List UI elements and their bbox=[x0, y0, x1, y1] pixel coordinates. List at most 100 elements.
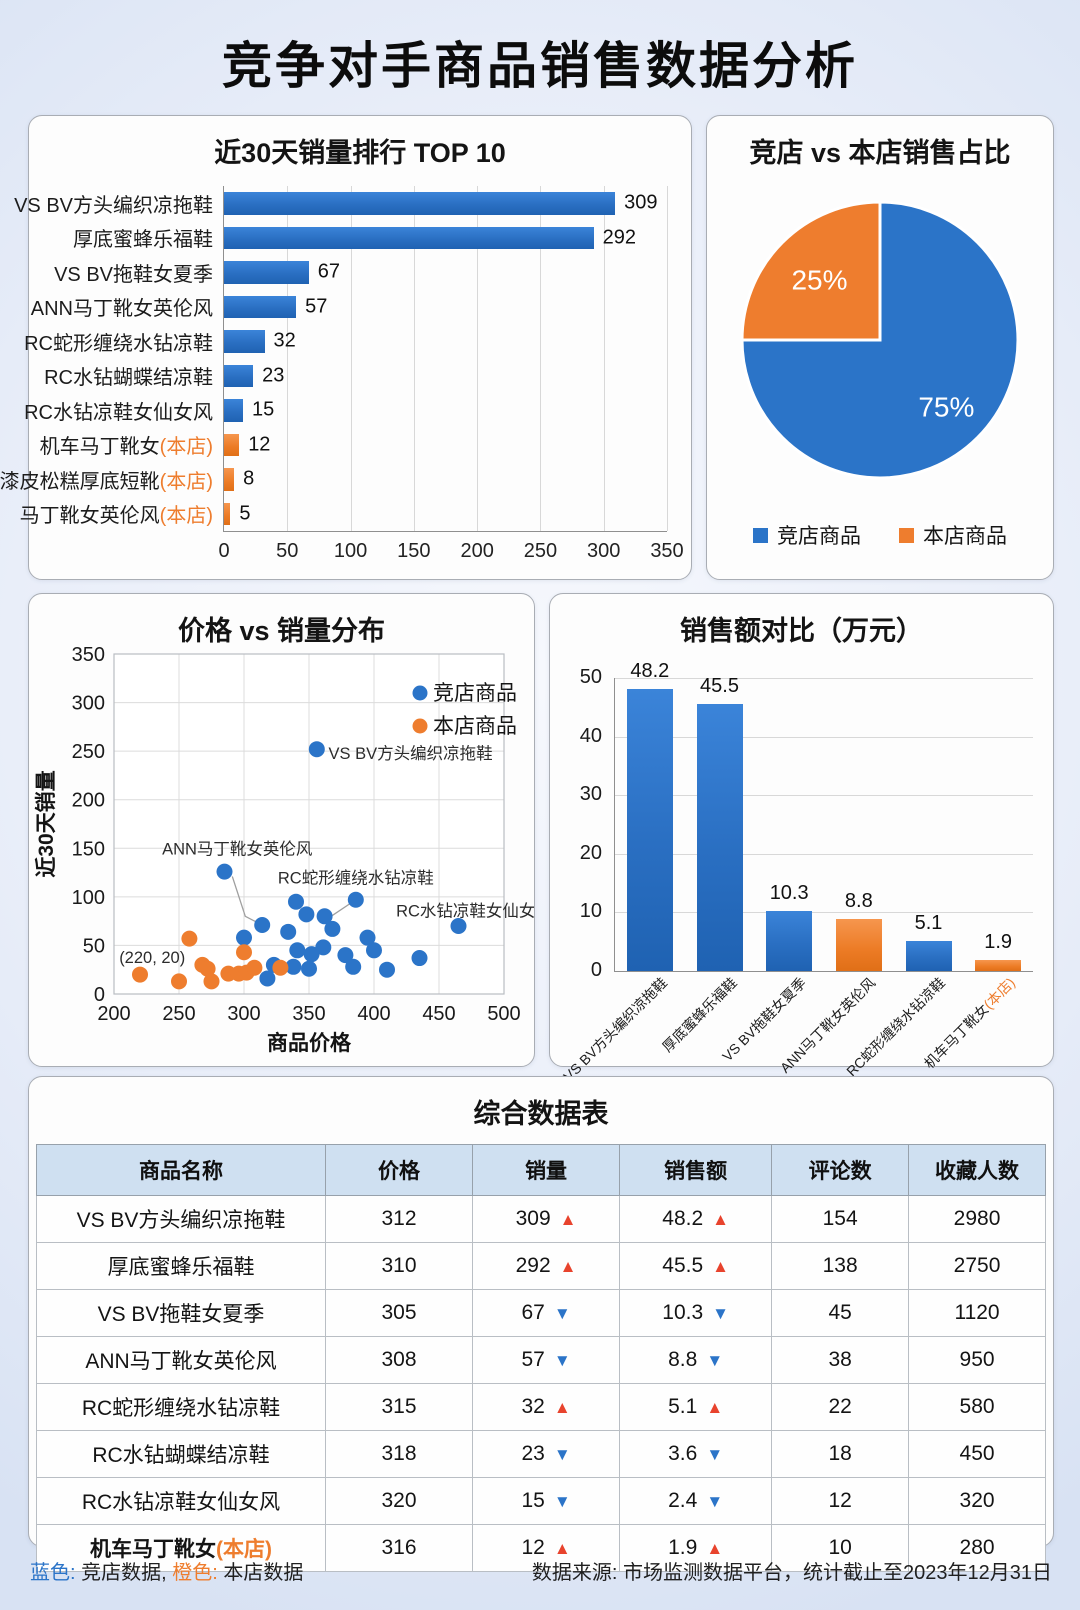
panel-pie-chart: 竞店 vs 本店销售占比 75% 25% 竞店商品 本店商品 bbox=[706, 115, 1054, 580]
label-main: 机车马丁靴女 bbox=[39, 436, 160, 459]
scatter-point bbox=[366, 942, 382, 959]
up-triangle-icon: ▲ bbox=[706, 1398, 724, 1417]
scatter-point bbox=[259, 970, 276, 987]
table-header-row: 商品名称 价格 销量 销售额 评论数 收藏人数 bbox=[35, 1144, 1046, 1196]
favorites-cell: 950 bbox=[908, 1336, 1046, 1384]
sales-plot: 48.2 45.5 10.3 8.8 5.1 1.9 bbox=[614, 660, 1033, 972]
label-main: 机车马丁靴女 bbox=[920, 1000, 992, 1072]
category-label: RC蛇形缠绕水钻凉鞋 bbox=[24, 332, 213, 355]
gridline bbox=[615, 795, 1033, 797]
gridline bbox=[615, 912, 1033, 914]
up-triangle-icon: ▲ bbox=[712, 1210, 729, 1229]
y-tick-label: 20 bbox=[579, 841, 602, 864]
gridline bbox=[350, 186, 352, 531]
revenue-value: 3.6 bbox=[668, 1442, 698, 1465]
x-tick-label: 450 bbox=[422, 1003, 455, 1025]
revenue-value: 10.3 bbox=[662, 1301, 704, 1324]
gridline bbox=[477, 186, 479, 531]
pie-svg: 75% 25% bbox=[740, 200, 1020, 480]
down-triangle-icon: ▼ bbox=[706, 1445, 724, 1464]
scatter-point bbox=[236, 944, 252, 961]
revenue-value: 5.1 bbox=[668, 1395, 698, 1418]
up-triangle-icon: ▲ bbox=[559, 1257, 577, 1276]
pie-pct-label: 75% bbox=[918, 391, 974, 422]
table-row: 机车马丁靴女(本店) 316 12 ▲ 1.9 ▲ 10 280 bbox=[35, 1524, 1046, 1572]
y-tick-label: 350 bbox=[72, 644, 105, 666]
bar-value: 48.2 bbox=[630, 659, 670, 682]
sales-value: 12 bbox=[521, 1536, 545, 1559]
bar bbox=[696, 704, 743, 971]
bar bbox=[224, 261, 309, 284]
product-name-cell: ANN马丁靴女英伦风 bbox=[35, 1336, 327, 1384]
reviews-cell: 10 bbox=[771, 1524, 910, 1572]
tick-label: 300 bbox=[587, 540, 621, 562]
page-title: 竞争对手商品销售数据分析 bbox=[222, 38, 858, 94]
bar-row: 23 bbox=[224, 359, 667, 394]
scatter-point bbox=[315, 939, 332, 956]
scatter-point bbox=[289, 942, 306, 959]
category-label: ANN马丁靴女英伦风 bbox=[30, 298, 213, 321]
tick-label: 50 bbox=[276, 540, 299, 562]
table-row: ANN马丁靴女英伦风 308 57 ▼ 8.8 ▼ 38 950 bbox=[35, 1336, 1046, 1384]
price-cell: 315 bbox=[325, 1383, 474, 1431]
revenue-value: 48.2 bbox=[662, 1207, 704, 1230]
scatter-chart-title: 价格 vs 销量分布 bbox=[177, 616, 386, 646]
category-label: VS BV方头编织凉拖鞋 bbox=[559, 974, 670, 1085]
bar bbox=[905, 941, 952, 971]
bar-value: 8.8 bbox=[844, 890, 873, 913]
bar-row: 5 bbox=[224, 497, 667, 532]
reviews-cell: 154 bbox=[771, 1195, 910, 1243]
favorites-cell: 2750 bbox=[908, 1242, 1046, 1290]
table-title: 综合数据表 bbox=[473, 1099, 609, 1129]
revenue-cell: 48.2 ▲ bbox=[619, 1195, 773, 1243]
x-tick-label: 300 bbox=[227, 1003, 260, 1025]
sales-cell: 309 ▲ bbox=[472, 1195, 621, 1243]
reviews-cell: 38 bbox=[771, 1336, 910, 1384]
annotation-label: (220, 20) bbox=[119, 949, 185, 967]
gridline bbox=[287, 186, 289, 531]
scatter-legend-label: 竞店商品 bbox=[433, 682, 517, 705]
sales-chart-title: 销售额对比（万元） bbox=[680, 616, 923, 646]
footer-color-legend: 蓝色: 竞店数据, 橙色: 本店数据 bbox=[30, 1556, 303, 1585]
x-axis-title: 商品价格 bbox=[267, 1031, 352, 1055]
column-header: 评论数 bbox=[771, 1144, 910, 1196]
scatter-point bbox=[298, 906, 315, 923]
down-triangle-icon: ▼ bbox=[553, 1445, 571, 1464]
product-name-cell: RC水钻凉鞋女仙女风 bbox=[35, 1477, 327, 1525]
top10-plot: 309 292 67 57 32 23 15 12 8 5 0 50 100 150 200 250 300 35… bbox=[218, 186, 684, 562]
sales-value: 292 bbox=[515, 1254, 551, 1277]
favorites-cell: 280 bbox=[908, 1524, 1046, 1572]
reviews-cell: 12 bbox=[771, 1477, 910, 1525]
scatter-point bbox=[345, 958, 362, 975]
footer-data-source: 数据来源: 市场监测数据平台，统计截止至2023年12月31日 bbox=[531, 1562, 1052, 1584]
scatter-point bbox=[280, 923, 297, 940]
pie-legend-item-competitor: 竞店商品 bbox=[753, 520, 861, 550]
favorites-cell: 450 bbox=[908, 1430, 1046, 1478]
sales-value: 309 bbox=[515, 1207, 551, 1230]
price-cell: 320 bbox=[325, 1477, 474, 1525]
revenue-cell: 10.3 ▼ bbox=[619, 1289, 773, 1337]
revenue-cell: 2.4 ▼ bbox=[619, 1477, 773, 1525]
category-label: RC水钻蝴蝶结凉鞋 bbox=[44, 367, 213, 390]
revenue-cell: 5.1 ▲ bbox=[619, 1383, 773, 1431]
bar bbox=[626, 688, 673, 971]
sales-cell: 12 ▲ bbox=[472, 1524, 621, 1572]
x-tick-label: 250 bbox=[162, 1003, 195, 1025]
down-triangle-icon: ▼ bbox=[706, 1351, 724, 1370]
table-row: VS BV方头编织凉拖鞋 312 309 ▲ 48.2 ▲ 154 2980 bbox=[35, 1195, 1046, 1243]
bar bbox=[224, 330, 265, 353]
y-tick-label: 100 bbox=[72, 887, 105, 909]
bar-value: 8 bbox=[243, 467, 255, 490]
gridline bbox=[540, 186, 542, 531]
product-name-cell: VS BV拖鞋女夏季 bbox=[35, 1289, 327, 1337]
scatter-point bbox=[285, 958, 302, 975]
scatter-point bbox=[236, 929, 252, 946]
label-own-suffix: (本店) bbox=[159, 436, 213, 459]
scatter-point bbox=[246, 959, 263, 976]
scatter-point bbox=[272, 959, 289, 976]
gridline bbox=[603, 186, 605, 531]
blue-legend-label: 蓝色: bbox=[30, 1562, 76, 1584]
top10-labels: VS BV方头编织凉拖鞋 厚底蜜蜂乐福鞋 VS BV拖鞋女夏季 ANN马丁靴女英伦风 R… bbox=[0, 186, 223, 532]
down-triangle-icon: ▼ bbox=[553, 1351, 571, 1370]
bar-row: 8 bbox=[224, 462, 667, 497]
